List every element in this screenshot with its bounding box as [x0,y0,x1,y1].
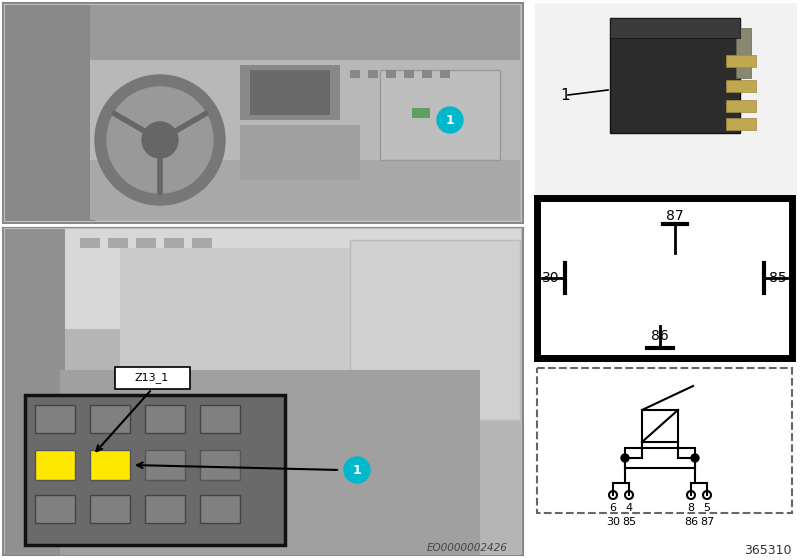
Text: 8: 8 [687,503,694,513]
Bar [200,495,240,523]
Bar [164,238,184,248]
Circle shape [107,87,213,193]
Circle shape [344,457,370,483]
Bar [240,65,340,120]
Text: 86: 86 [684,517,698,527]
Bar [200,450,240,480]
Text: 5: 5 [703,503,710,513]
Bar [726,80,756,92]
Bar [440,70,450,78]
Text: 1: 1 [353,464,362,477]
Bar [726,100,756,112]
Bar [422,70,432,78]
Bar [625,448,695,468]
Bar [35,495,75,523]
Bar [60,370,480,555]
Text: 365310: 365310 [745,544,792,557]
Bar [25,395,285,545]
Bar [642,410,678,442]
Text: 86: 86 [650,329,668,343]
Bar [145,450,185,480]
Text: 30: 30 [542,271,560,285]
Bar [5,5,95,221]
Bar [80,238,100,248]
Bar [240,125,360,180]
Bar [386,70,396,78]
Bar [115,367,190,389]
Bar [90,450,130,480]
Bar [35,405,75,433]
Circle shape [691,454,699,462]
Bar [145,495,185,523]
Bar [90,495,130,523]
Bar [136,238,156,248]
Bar [404,70,414,78]
Bar [610,18,740,133]
Bar [412,108,430,118]
Bar [5,229,65,555]
Bar [726,55,756,67]
Text: 6: 6 [610,503,617,513]
Bar [250,70,330,115]
Bar [90,160,520,220]
Bar [537,368,792,513]
Bar [726,118,756,130]
Circle shape [95,75,225,205]
Text: EO0000002426: EO0000002426 [427,543,508,553]
Text: Z13_1: Z13_1 [135,372,169,384]
Bar [90,405,130,433]
Bar [5,229,521,329]
Text: 85: 85 [769,271,787,285]
Bar [368,70,378,78]
Circle shape [142,122,178,158]
Text: 30: 30 [606,517,620,527]
Bar [350,240,520,420]
Bar [537,198,792,358]
Bar [200,405,240,433]
Circle shape [621,454,629,462]
Bar [3,227,523,555]
Bar [736,28,751,78]
Bar [350,70,360,78]
Bar [5,229,521,555]
Bar [380,70,500,160]
Bar [35,450,75,480]
Bar [90,5,520,60]
Circle shape [437,107,463,133]
Bar [145,405,185,433]
Text: 1: 1 [446,114,454,127]
Bar [192,238,212,248]
Bar [535,3,797,195]
Bar [3,3,523,223]
Bar [120,248,410,388]
Text: 87: 87 [700,517,714,527]
Text: 85: 85 [622,517,636,527]
Bar [610,18,740,38]
Text: 1: 1 [560,87,570,102]
Bar [90,60,520,160]
Bar [5,5,521,221]
Text: 4: 4 [626,503,633,513]
Bar [108,238,128,248]
Text: 87: 87 [666,209,683,223]
